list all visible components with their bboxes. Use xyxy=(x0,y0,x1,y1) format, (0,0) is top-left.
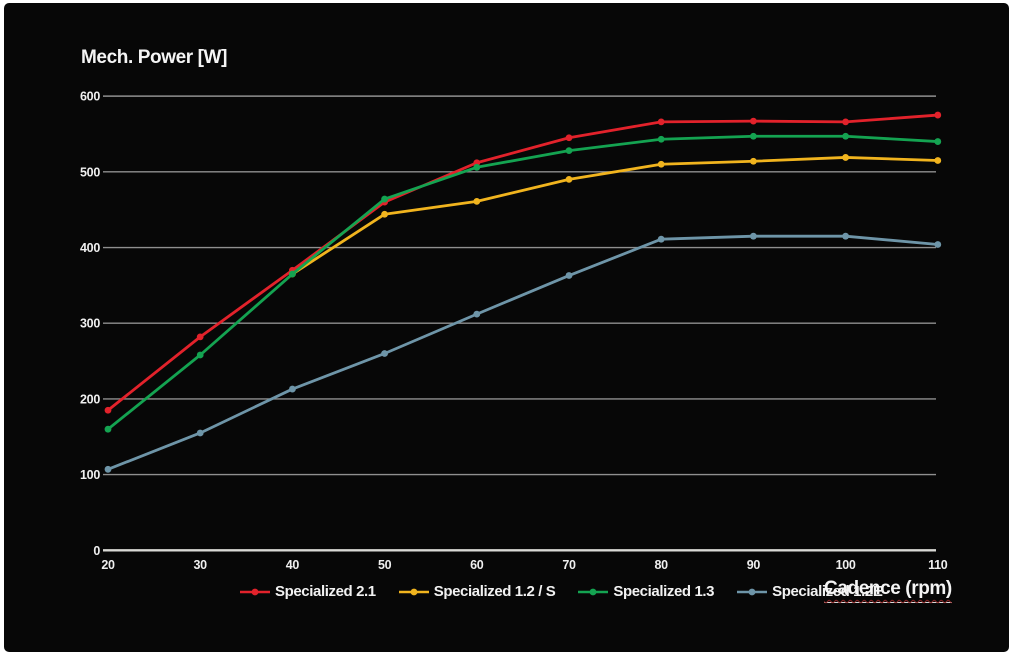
y-axis-title: Mech. Power [W] xyxy=(81,47,228,68)
data-point-marker xyxy=(750,232,757,240)
data-point-marker xyxy=(289,385,296,393)
data-point-marker xyxy=(196,429,204,437)
legend-label: Specialized 2.1 xyxy=(275,583,376,600)
data-point-marker xyxy=(104,465,112,473)
data-point-marker xyxy=(381,210,388,218)
data-point-marker xyxy=(196,333,204,341)
legend-label: Specialized 1.2 / S xyxy=(433,583,556,600)
x-axis-label: Cadence (rpm) xyxy=(824,578,952,603)
data-point-marker xyxy=(934,111,942,119)
legend-label: Specialized 1.2E xyxy=(772,583,883,600)
x-tick-label: 100 xyxy=(836,558,856,572)
data-point-marker xyxy=(750,157,757,165)
y-tick-label: 100 xyxy=(80,468,100,482)
series-line xyxy=(106,234,940,471)
gridlines: 0 100 200 300 400 500 600 xyxy=(80,90,936,558)
data-point-marker xyxy=(381,195,388,203)
data-point-marker xyxy=(565,272,573,279)
legend-item: Specialized 1.2 / S xyxy=(398,583,556,600)
data-point-marker xyxy=(381,350,388,357)
x-tick-label: 20 xyxy=(101,558,115,572)
y-tick-label: 300 xyxy=(80,317,100,331)
data-point-marker xyxy=(842,232,849,240)
chart-legend: Specialized 2.1 Specialized 1.2 / S Specia… xyxy=(240,583,883,600)
x-tick-label: 80 xyxy=(655,558,669,572)
series-line xyxy=(290,156,940,276)
legend-line-marker-icon xyxy=(737,588,768,595)
data-point-marker xyxy=(842,132,849,140)
legend-label: Specialized 1.3 xyxy=(613,583,715,600)
x-tick-labels: 20 30 40 50 60 70 80 90 100 110 xyxy=(101,558,948,572)
data-point-marker xyxy=(750,117,757,125)
legend-line-marker-icon xyxy=(240,588,270,595)
data-point-marker xyxy=(750,132,757,140)
y-tick-label: 500 xyxy=(80,165,100,179)
data-point-marker xyxy=(473,197,481,205)
x-tick-label: 110 xyxy=(928,558,948,572)
x-tick-label: 70 xyxy=(562,558,576,572)
data-point-marker xyxy=(934,241,942,248)
data-point-marker xyxy=(842,154,849,161)
legend-item: Specialized 1.2E xyxy=(737,583,883,600)
x-tick-label: 90 xyxy=(747,558,761,572)
legend-line-marker-icon xyxy=(578,588,609,595)
x-tick-label: 30 xyxy=(194,558,208,572)
data-point-marker xyxy=(934,138,942,145)
y-tick-label: 0 xyxy=(93,544,100,558)
series-specialized-1-3 xyxy=(104,132,942,433)
x-tick-label: 50 xyxy=(378,558,392,572)
y-tick-label: 600 xyxy=(80,90,100,104)
data-point-marker xyxy=(657,118,665,126)
x-tick-label: 40 xyxy=(286,558,300,572)
data-point-marker xyxy=(104,406,112,414)
data-point-marker xyxy=(565,147,573,155)
data-point-marker xyxy=(934,157,942,164)
series-specialized-1-2e xyxy=(104,232,942,473)
data-point-marker xyxy=(842,118,849,126)
data-point-marker xyxy=(565,134,573,142)
series-line xyxy=(106,113,940,412)
data-point-marker xyxy=(657,235,665,243)
data-point-marker xyxy=(196,351,204,359)
legend-item: Specialized 2.1 xyxy=(240,583,376,600)
series-specialized-1-2-s xyxy=(289,154,942,278)
data-point-marker xyxy=(657,135,665,143)
y-tick-label: 400 xyxy=(80,241,100,255)
series-specialized-2-1 xyxy=(104,111,942,414)
series-line xyxy=(106,134,940,431)
y-tick-label: 200 xyxy=(80,392,100,406)
data-point-marker xyxy=(104,425,112,433)
data-point-marker xyxy=(565,175,573,183)
power-cadence-chart: 0 100 200 300 400 500 600 20 30 40 50 60 70 80 90 100 11… xyxy=(80,90,948,572)
data-point-marker xyxy=(473,310,481,318)
data-point-marker xyxy=(657,160,665,168)
legend-line-marker-icon xyxy=(398,588,429,595)
x-tick-label: 60 xyxy=(470,558,484,572)
data-point-marker xyxy=(473,163,481,171)
data-point-marker xyxy=(289,270,296,278)
legend-item: Specialized 1.3 xyxy=(578,583,715,600)
chart-panel: 0 100 200 300 400 500 600 20 30 40 50 60 70 80 90 100 11… xyxy=(4,3,1009,652)
